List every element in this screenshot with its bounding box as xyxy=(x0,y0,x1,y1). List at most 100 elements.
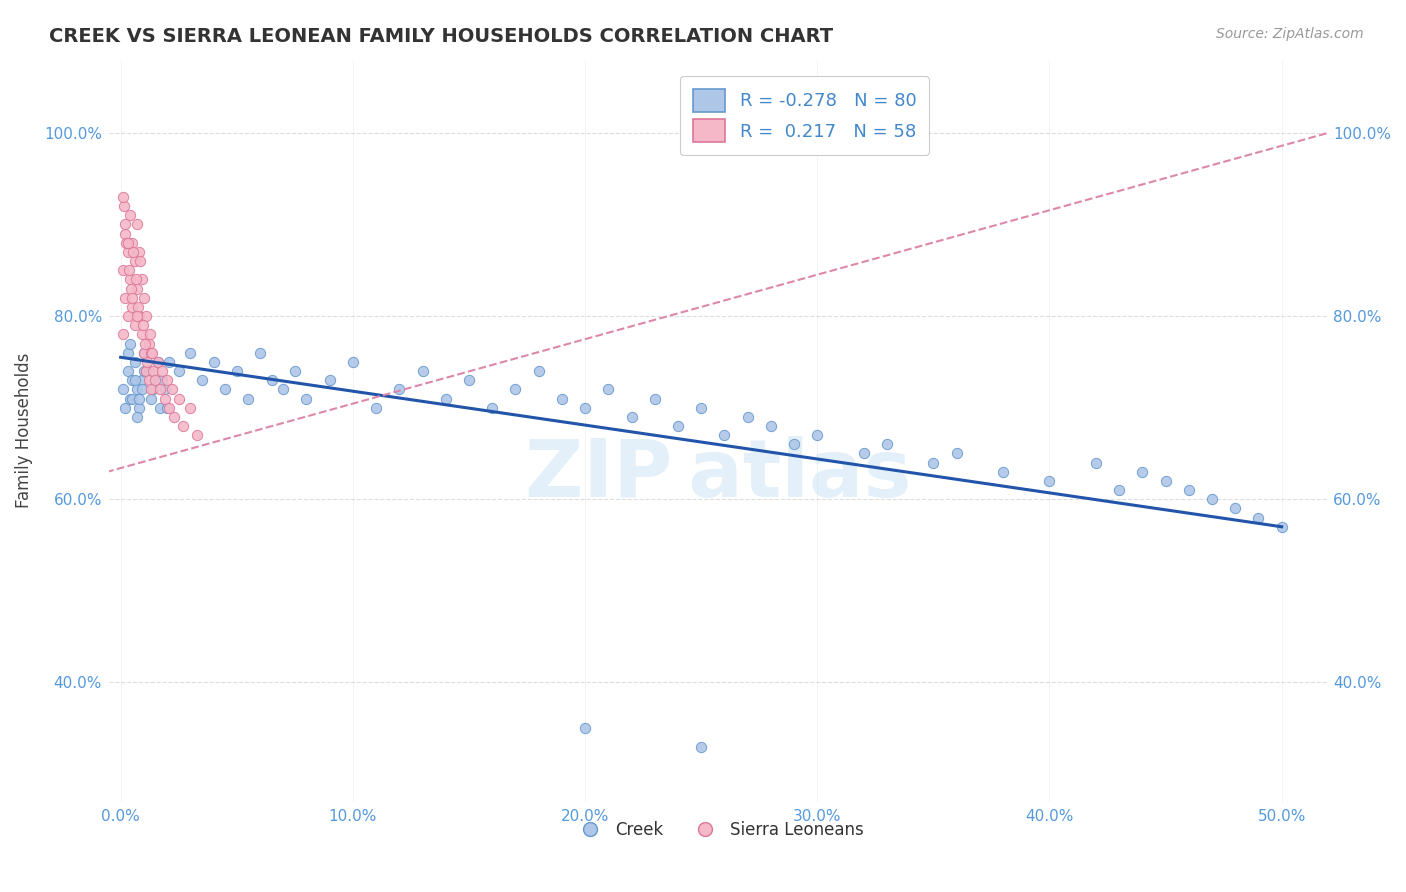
Point xyxy=(138,327,160,342)
Point xyxy=(412,364,434,378)
Point xyxy=(136,355,159,369)
Point xyxy=(159,355,181,369)
Point xyxy=(121,291,143,305)
Point xyxy=(713,428,735,442)
Point xyxy=(249,345,271,359)
Point xyxy=(1178,483,1201,497)
Point xyxy=(146,355,169,369)
Point xyxy=(118,208,141,222)
Point xyxy=(121,373,143,387)
Point xyxy=(141,345,163,359)
Point xyxy=(481,401,503,415)
Point xyxy=(142,383,165,397)
Point xyxy=(128,392,150,406)
Point xyxy=(527,364,550,378)
Point xyxy=(945,446,967,460)
Point xyxy=(153,383,176,397)
Point xyxy=(132,318,155,333)
Point xyxy=(271,383,294,397)
Point xyxy=(434,392,457,406)
Point xyxy=(159,401,181,415)
Point xyxy=(922,456,945,470)
Point xyxy=(132,345,155,359)
Point xyxy=(598,383,620,397)
Point xyxy=(574,401,596,415)
Point xyxy=(131,272,153,286)
Point xyxy=(125,218,148,232)
Point xyxy=(260,373,283,387)
Point xyxy=(128,244,150,259)
Point xyxy=(167,392,190,406)
Point xyxy=(114,291,136,305)
Point xyxy=(111,190,134,204)
Point xyxy=(876,437,898,451)
Point xyxy=(132,345,155,359)
Point xyxy=(145,373,167,387)
Point xyxy=(117,364,139,378)
Point xyxy=(167,364,190,378)
Point xyxy=(132,291,155,305)
Point xyxy=(620,409,643,424)
Point xyxy=(690,739,713,754)
Point xyxy=(118,392,141,406)
Point xyxy=(388,383,411,397)
Point xyxy=(125,409,148,424)
Point xyxy=(118,336,141,351)
Point xyxy=(114,401,136,415)
Point xyxy=(1201,492,1223,507)
Point xyxy=(1247,510,1270,524)
Point xyxy=(134,336,156,351)
Point xyxy=(172,419,194,434)
Point xyxy=(139,383,162,397)
Point xyxy=(644,392,666,406)
Text: Source: ZipAtlas.com: Source: ZipAtlas.com xyxy=(1216,27,1364,41)
Point xyxy=(179,345,201,359)
Point xyxy=(202,355,225,369)
Point xyxy=(737,409,759,424)
Point xyxy=(115,235,138,250)
Point xyxy=(118,272,141,286)
Point xyxy=(132,364,155,378)
Point xyxy=(186,428,208,442)
Point xyxy=(112,199,135,213)
Point xyxy=(129,254,152,268)
Point xyxy=(146,355,169,369)
Point xyxy=(114,218,136,232)
Point xyxy=(1154,474,1177,488)
Point xyxy=(135,364,157,378)
Point xyxy=(111,383,134,397)
Point xyxy=(551,392,574,406)
Point xyxy=(128,309,150,323)
Point xyxy=(114,227,136,241)
Point xyxy=(1084,456,1107,470)
Point xyxy=(125,272,148,286)
Point xyxy=(759,419,782,434)
Text: ZIP atlas: ZIP atlas xyxy=(526,436,912,514)
Point xyxy=(160,383,183,397)
Point xyxy=(145,373,167,387)
Point xyxy=(342,355,364,369)
Point xyxy=(138,364,160,378)
Point xyxy=(1038,474,1060,488)
Point xyxy=(163,409,186,424)
Point xyxy=(124,318,146,333)
Point xyxy=(783,437,806,451)
Point xyxy=(111,263,134,277)
Point xyxy=(458,373,481,387)
Point xyxy=(191,373,214,387)
Point xyxy=(318,373,340,387)
Point xyxy=(1225,501,1247,516)
Point xyxy=(125,309,148,323)
Point xyxy=(121,392,143,406)
Point xyxy=(117,345,139,359)
Point xyxy=(120,282,142,296)
Point xyxy=(124,373,146,387)
Point xyxy=(149,401,172,415)
Point xyxy=(117,309,139,323)
Point xyxy=(153,392,176,406)
Point xyxy=(121,235,143,250)
Point xyxy=(135,364,157,378)
Point xyxy=(295,392,318,406)
Point xyxy=(852,446,875,460)
Text: CREEK VS SIERRA LEONEAN FAMILY HOUSEHOLDS CORRELATION CHART: CREEK VS SIERRA LEONEAN FAMILY HOUSEHOLD… xyxy=(49,27,834,45)
